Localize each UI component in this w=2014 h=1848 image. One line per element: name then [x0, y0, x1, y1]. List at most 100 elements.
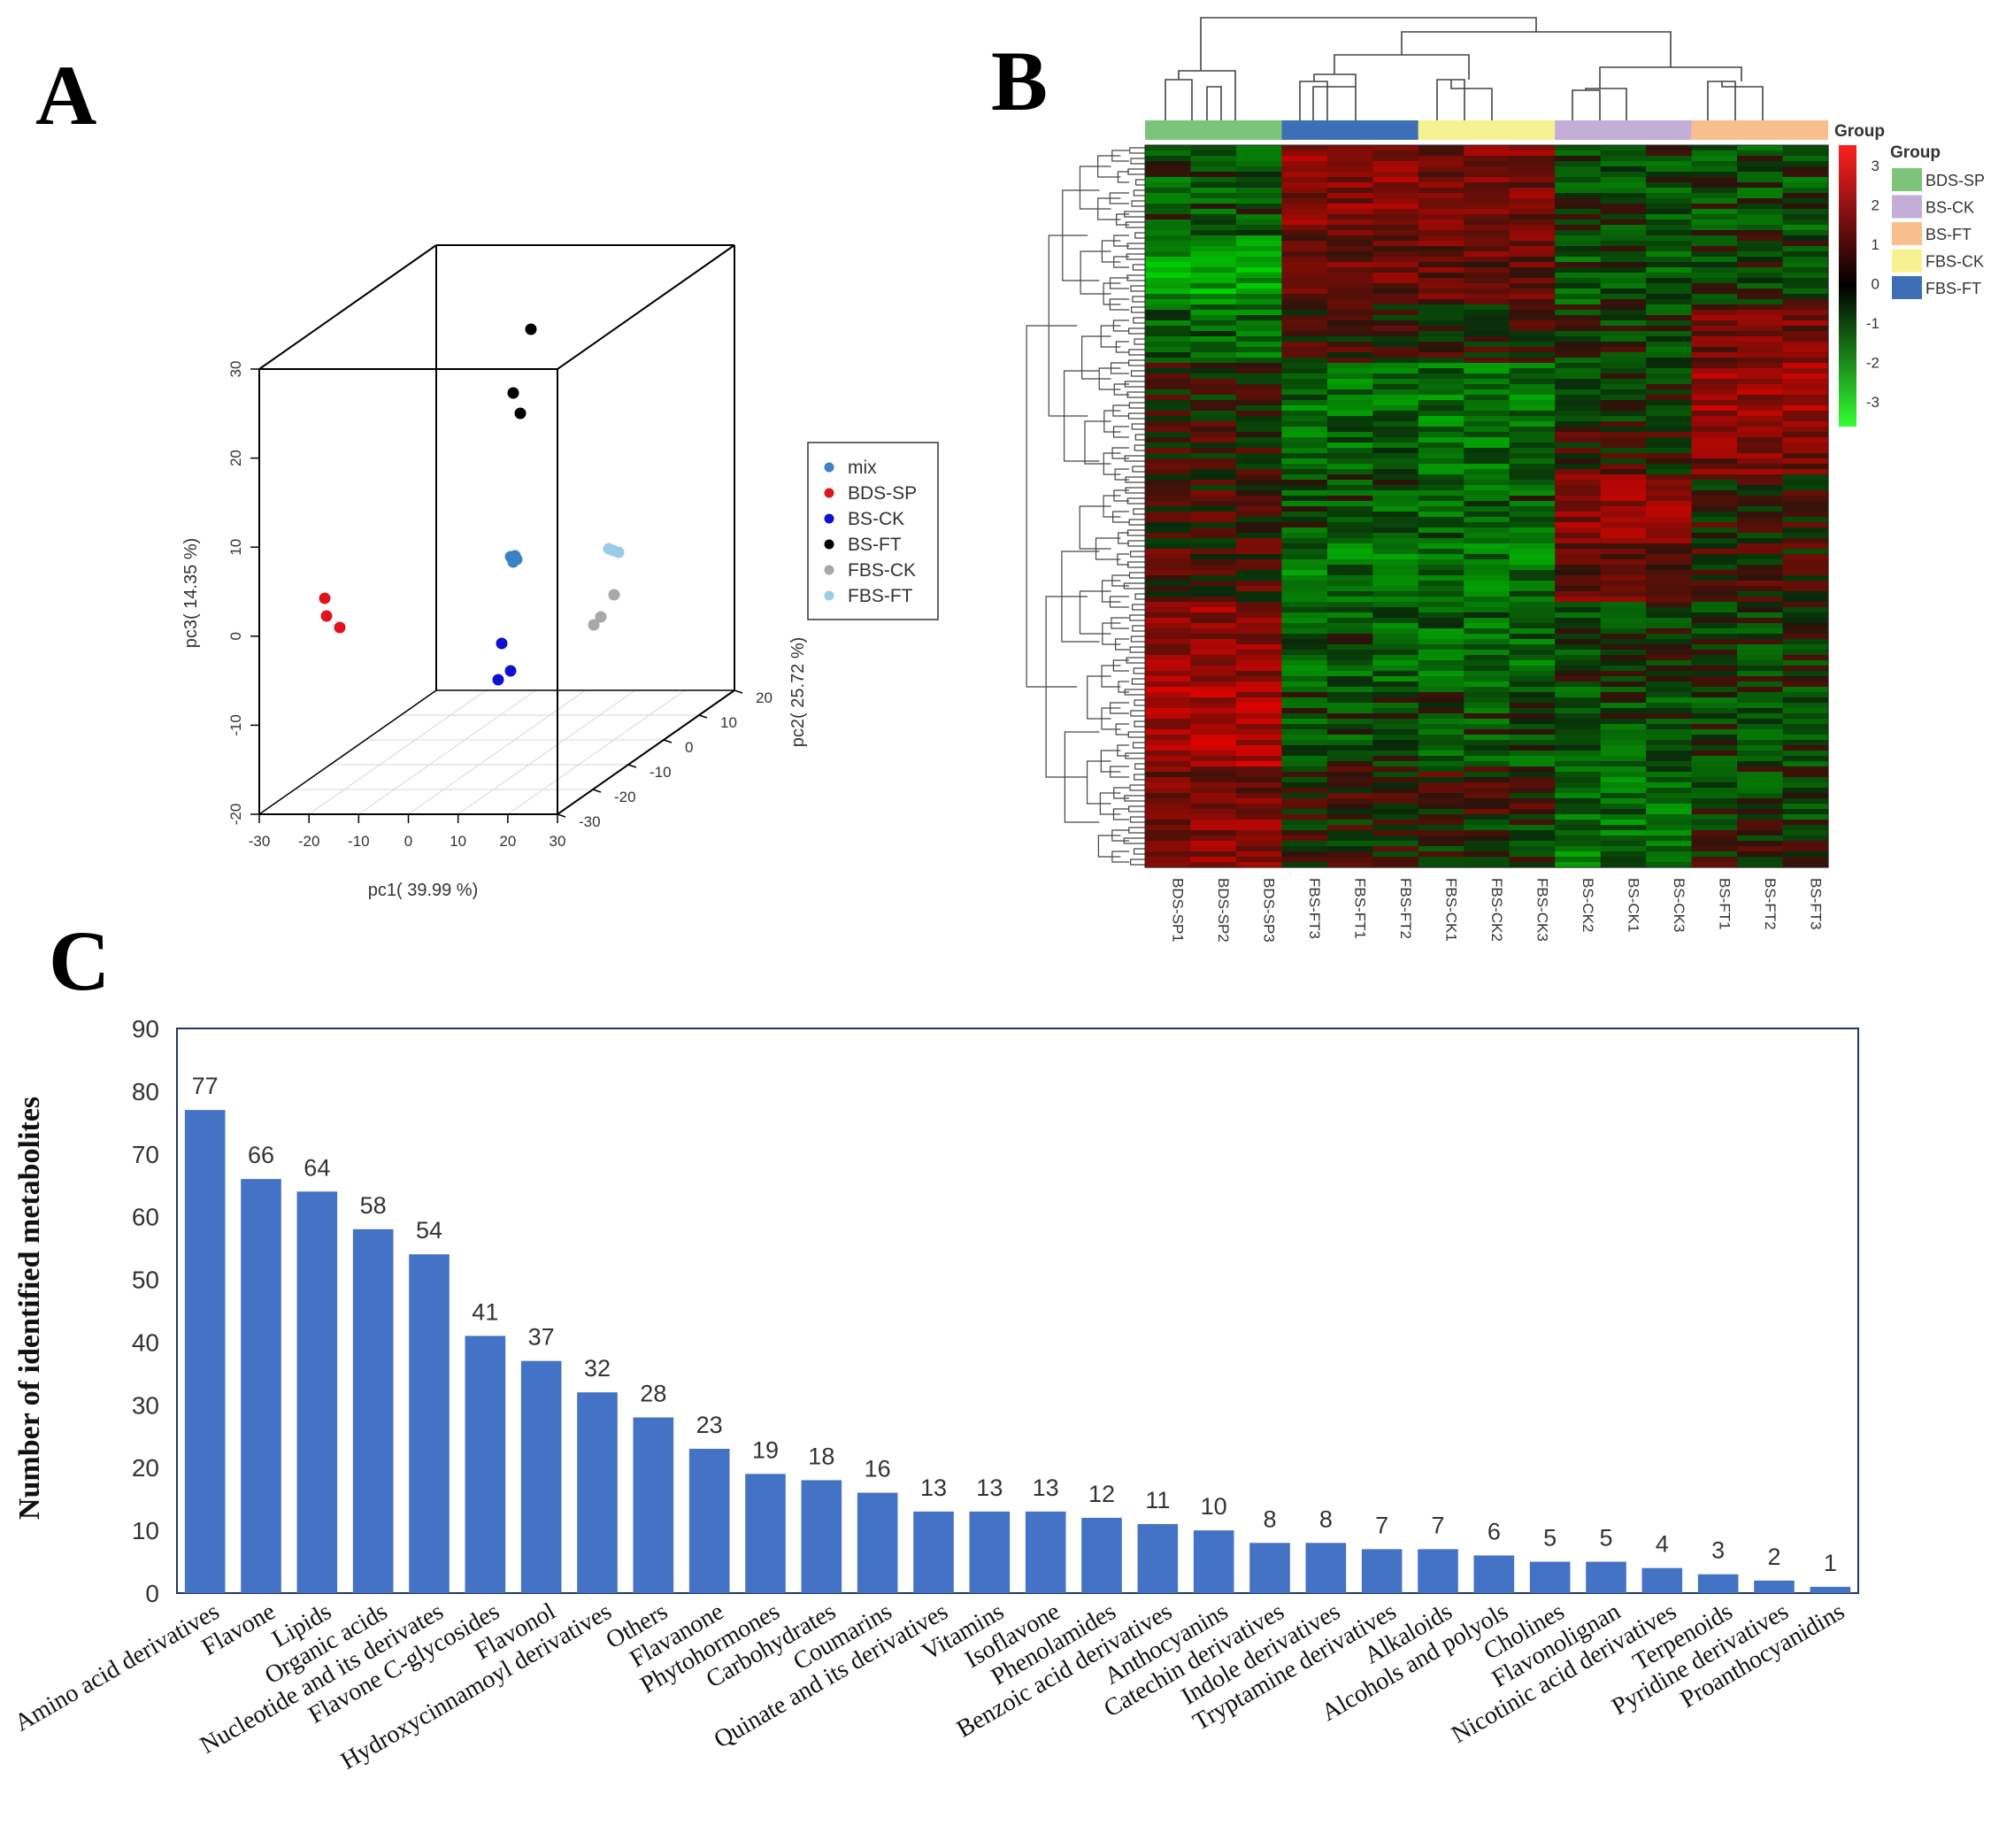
heatmap-cell — [1737, 501, 1784, 507]
heatmap-cell — [1418, 862, 1464, 868]
heatmap-cell — [1281, 437, 1328, 443]
heatmap-cell — [1281, 326, 1328, 332]
heatmap-cell — [1281, 830, 1328, 836]
heatmap-cell — [1281, 857, 1328, 863]
heatmap-cell — [1464, 283, 1510, 289]
heatmap-cell — [1326, 857, 1373, 863]
heatmap-column-label: FBS-FT1 — [1352, 878, 1369, 939]
heatmap-cell — [1326, 735, 1373, 741]
heatmap-cell — [1190, 830, 1237, 836]
group-bar-segment — [1418, 120, 1556, 140]
heatmap-cell — [1145, 623, 1192, 629]
heatmap-cell — [1646, 320, 1693, 327]
heatmap-cell — [1646, 485, 1693, 491]
heatmap-cell — [1600, 835, 1647, 842]
heatmap-cell — [1464, 241, 1510, 247]
heatmap-cell — [1600, 745, 1647, 751]
heatmap-cell — [1509, 591, 1556, 597]
heatmap-cell — [1235, 554, 1282, 560]
heatmap-cell — [1509, 251, 1556, 258]
heatmap-cell — [1782, 846, 1829, 852]
heatmap-cell — [1418, 235, 1464, 242]
heatmap-cell — [1372, 405, 1419, 412]
heatmap-cell — [1281, 565, 1328, 571]
bar-category-label: Amino acid derivatives — [10, 1598, 224, 1736]
bar-value-label: 77 — [192, 1073, 219, 1099]
heatmap-cell — [1555, 400, 1602, 406]
heatmap-cell — [1646, 581, 1693, 587]
heatmap-cell — [1145, 289, 1192, 295]
heatmap-cell — [1646, 209, 1693, 215]
heatmap-cell — [1555, 687, 1602, 693]
heatmap-cell — [1235, 814, 1282, 820]
heatmap-cell — [1190, 533, 1237, 539]
heatmap-cell — [1646, 161, 1693, 167]
heatmap-cell — [1509, 607, 1556, 613]
heatmap-cell — [1646, 299, 1693, 305]
heatmap-cell — [1782, 650, 1829, 656]
heatmap-cell — [1190, 851, 1237, 858]
heatmap-cell — [1235, 745, 1282, 751]
heatmap-cell — [1326, 294, 1373, 300]
heatmap-cell — [1464, 342, 1510, 348]
heatmap-cell — [1464, 219, 1510, 226]
heatmap-cell — [1418, 729, 1464, 735]
heatmap-cell — [1600, 618, 1647, 624]
heatmap-cell — [1372, 145, 1419, 151]
heatmap-cell — [1235, 443, 1282, 449]
heatmap-cell — [1555, 496, 1602, 502]
heatmap-cell — [1326, 602, 1373, 608]
heatmap-cell — [1737, 708, 1784, 714]
heatmap-cell — [1509, 851, 1556, 858]
heatmap-cell — [1555, 793, 1602, 799]
heatmap-cell — [1190, 262, 1237, 268]
heatmap-column-label: BDS-SP3 — [1261, 878, 1278, 943]
heatmap-cell — [1235, 687, 1282, 693]
heatmap-cell — [1737, 496, 1784, 502]
heatmap-cell — [1372, 703, 1419, 709]
heatmap-cell — [1509, 283, 1556, 289]
heatmap-cell — [1235, 660, 1282, 666]
heatmap-cell — [1464, 289, 1510, 295]
heatmap-cell — [1464, 273, 1510, 279]
heatmap-column-label: BDS-SP1 — [1170, 878, 1187, 943]
heatmap-cell — [1600, 267, 1647, 273]
heatmap-cell — [1418, 586, 1464, 592]
heatmap-cell — [1418, 246, 1464, 252]
heatmap-cell — [1464, 368, 1510, 374]
heatmap-cell — [1600, 575, 1647, 581]
heatmap-cell — [1691, 846, 1738, 852]
heatmap-cell — [1326, 719, 1373, 725]
heatmap-cell — [1235, 639, 1282, 645]
heatmap-cell — [1555, 522, 1602, 528]
heatmap-cell — [1145, 554, 1192, 560]
heatmap-cell — [1600, 644, 1647, 651]
heatmap-cell — [1600, 559, 1647, 566]
heatmap-cell — [1418, 172, 1464, 178]
heatmap-cell — [1372, 432, 1419, 438]
heatmap-cell — [1235, 379, 1282, 385]
heatmap-cell — [1600, 814, 1647, 820]
heatmap-cell — [1418, 267, 1464, 273]
heatmap-cell — [1509, 533, 1556, 539]
heatmap-cell — [1691, 857, 1738, 863]
heatmap-cell — [1600, 331, 1647, 337]
heatmap-cell — [1418, 432, 1464, 438]
heatmap-cell — [1235, 591, 1282, 597]
heatmap-cell — [1190, 246, 1237, 252]
heatmap-cell — [1509, 480, 1556, 486]
heatmap-cell — [1235, 602, 1282, 608]
heatmap-cell — [1281, 735, 1328, 741]
heatmap-cell — [1418, 713, 1464, 720]
bar-y-axis-label: Number of identified metabolites — [13, 1097, 46, 1520]
heatmap-cell — [1555, 347, 1602, 353]
heatmap-cell — [1737, 729, 1784, 735]
heatmap-cell — [1190, 310, 1237, 316]
heatmap-column-label: FBS-CK2 — [1488, 878, 1505, 942]
heatmap-cell — [1281, 363, 1328, 369]
heatmap-cell — [1418, 198, 1464, 204]
heatmap-cell — [1737, 310, 1784, 316]
heatmap-cell — [1372, 389, 1419, 396]
